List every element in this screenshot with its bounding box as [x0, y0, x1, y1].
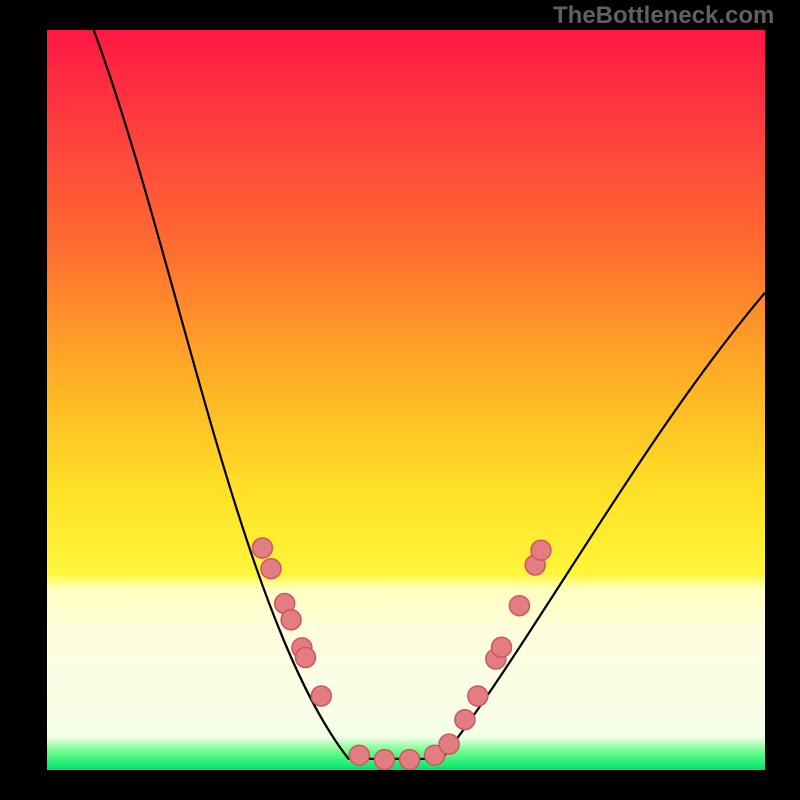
- plot-area: [47, 30, 765, 770]
- data-marker: [281, 610, 301, 630]
- data-marker: [531, 540, 551, 560]
- data-marker: [375, 750, 395, 770]
- data-marker: [261, 559, 281, 579]
- chart-container: { "canvas": { "width": 800, "height": 80…: [0, 0, 800, 800]
- data-marker: [311, 686, 331, 706]
- data-marker: [296, 648, 316, 668]
- data-marker: [400, 750, 420, 770]
- data-marker: [439, 734, 459, 754]
- data-marker: [509, 596, 529, 616]
- gradient-background: [47, 30, 765, 770]
- data-marker: [455, 710, 475, 730]
- data-marker: [492, 637, 512, 657]
- data-marker: [252, 538, 272, 558]
- plot-svg: [47, 30, 765, 770]
- watermark-text: TheBottleneck.com: [553, 2, 774, 30]
- data-marker: [468, 686, 488, 706]
- data-marker: [349, 745, 369, 765]
